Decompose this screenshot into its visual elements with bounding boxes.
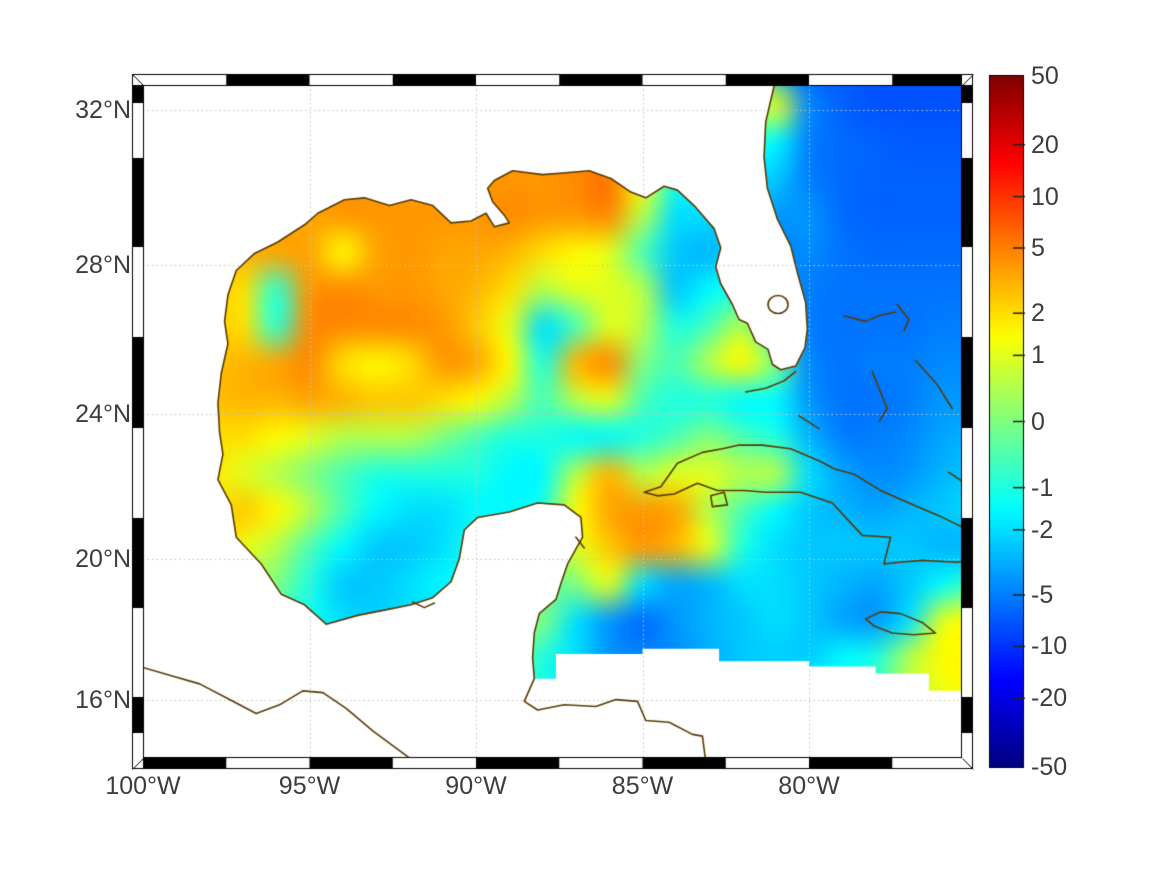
lat-tick-label: 28°N <box>75 250 131 279</box>
lon-tick-label: 85°W <box>611 772 674 800</box>
lat-tick-label: 24°N <box>75 400 131 428</box>
colorbar-tick-label: -20 <box>1031 684 1068 713</box>
colorbar-tick-label: 5 <box>1031 234 1045 262</box>
colorbar-tick-label: -50 <box>1031 753 1068 781</box>
colorbar-tick-label: -5 <box>1031 580 1054 609</box>
colorbar-tick-label: 2 <box>1031 299 1045 328</box>
colorbar-tick-label: -1 <box>1031 473 1054 502</box>
lat-tick-label: 20°N <box>75 544 131 573</box>
colorbar-tick-label: 0 <box>1031 407 1045 436</box>
lat-tick-label: 16°N <box>75 685 131 714</box>
colorbar-tick-label: -2 <box>1031 515 1054 544</box>
colorbar-tick-label: 50 <box>1031 62 1059 90</box>
lon-tick-label: 80°W <box>778 772 840 800</box>
lon-tick-label: 100°W <box>105 772 181 800</box>
colorbar-tick-label: 1 <box>1031 341 1045 370</box>
colorbar-tick-label: 20 <box>1031 130 1059 159</box>
lon-tick-label: 95°W <box>278 772 341 800</box>
lon-tick-label: 90°W <box>445 772 507 800</box>
lat-tick-label: 32°N <box>75 96 131 124</box>
colorbar-tick-label: -10 <box>1031 632 1068 661</box>
colorbar-tick-label: 10 <box>1031 182 1059 211</box>
